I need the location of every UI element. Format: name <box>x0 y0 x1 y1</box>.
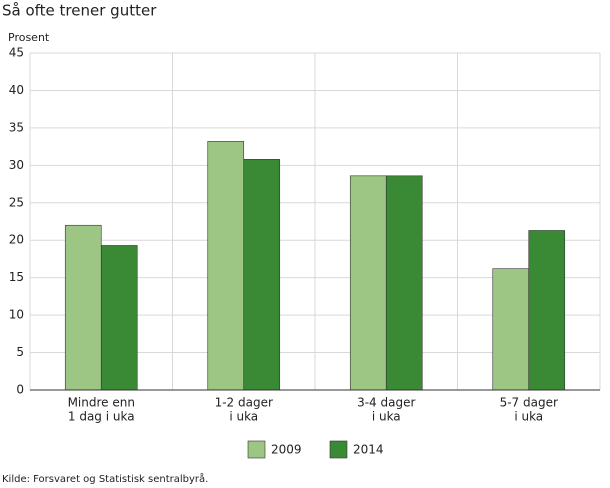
y-tick-label: 40 <box>9 83 24 97</box>
legend-label: 2014 <box>353 443 384 457</box>
bar <box>492 268 530 391</box>
y-tick-label: 35 <box>9 120 24 134</box>
x-tick-label: 1-2 dager <box>215 396 273 410</box>
chart-title: Så ofte trener gutter <box>2 2 157 20</box>
x-tick-label: i uka <box>229 410 258 424</box>
y-axis-label: Prosent <box>8 31 50 44</box>
y-tick-label: 20 <box>9 233 24 247</box>
source: Kilde: Forsvaret og Statistisk sentralby… <box>2 472 208 485</box>
y-tick-label: 0 <box>16 383 24 397</box>
x-tick-label: 1 dag i uka <box>68 410 135 424</box>
legend-swatch <box>247 440 266 459</box>
legend-label: 2009 <box>271 443 302 457</box>
x-tick-label: 5-7 dager <box>500 396 558 410</box>
bar <box>100 245 138 391</box>
y-tick-label: 25 <box>9 195 24 209</box>
y-tick-label: 15 <box>9 270 24 284</box>
bar <box>385 175 423 391</box>
bar <box>528 230 566 391</box>
y-tick-label: 5 <box>16 345 24 359</box>
x-tick-label: i uka <box>372 410 401 424</box>
x-tick-label: 3-4 dager <box>357 396 415 410</box>
bar <box>207 141 245 391</box>
y-tick-label: 45 <box>9 46 24 60</box>
bar <box>64 224 102 391</box>
legend-swatch <box>329 440 348 459</box>
x-tick-label: Mindre enn <box>68 396 135 410</box>
y-tick-label: 30 <box>9 158 24 172</box>
bar <box>243 159 281 391</box>
x-tick-label: i uka <box>514 410 543 424</box>
bar <box>349 175 387 391</box>
y-tick-label: 10 <box>9 308 24 322</box>
